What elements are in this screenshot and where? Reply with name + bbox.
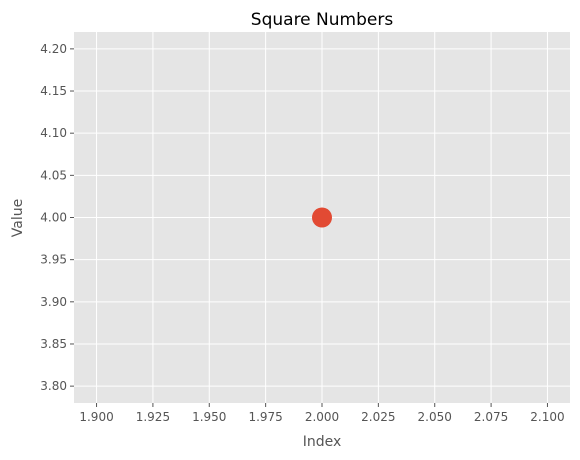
y-tick-label: 4.05 [40,168,67,182]
x-tick-label: 2.025 [361,410,395,424]
x-tick-label: 2.000 [305,410,339,424]
chart-title: Square Numbers [251,10,394,30]
x-tick-label: 2.050 [418,410,452,424]
y-tick-label: 4.20 [40,42,67,56]
y-tick-label: 4.15 [40,84,67,98]
x-axis-label: Index [303,434,342,450]
x-axis: 1.900 1.925 1.950 1.975 2.000 2.025 2.050 2.075… [79,403,565,424]
y-tick-label: 3.85 [40,337,67,351]
x-tick-label: 1.925 [136,410,170,424]
x-tick-label: 2.075 [474,410,508,424]
x-tick-label: 2.100 [530,410,564,424]
y-axis-label: Value [10,199,26,237]
y-tick-label: 4.00 [40,211,67,225]
x-tick-label: 1.950 [192,410,226,424]
data-point [312,207,332,228]
data-points [312,207,332,228]
x-tick-label: 1.900 [79,410,113,424]
y-axis: 3.80 3.85 3.90 3.95 4.00 4.05 4.10 4.15 4.20 [40,42,74,393]
y-tick-label: 3.90 [40,295,67,309]
x-tick-label: 1.975 [248,410,282,424]
y-tick-label: 4.10 [40,126,67,140]
y-tick-label: 3.95 [40,253,67,267]
y-tick-label: 3.80 [40,379,67,393]
